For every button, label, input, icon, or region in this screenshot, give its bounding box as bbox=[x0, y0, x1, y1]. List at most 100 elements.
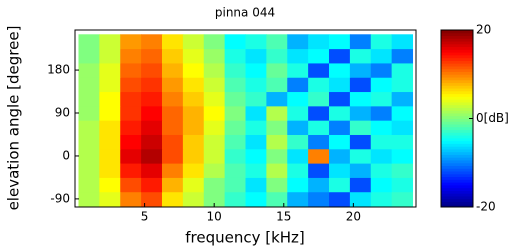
heatmap-cell bbox=[350, 63, 371, 78]
heatmap-cell bbox=[392, 34, 413, 49]
heatmap-cell bbox=[308, 177, 329, 192]
heatmap-cell bbox=[225, 120, 246, 135]
heatmap-cell bbox=[78, 92, 99, 107]
heatmap-cell bbox=[204, 163, 225, 178]
heatmap-cell bbox=[392, 49, 413, 64]
colorbar-tick-label: 20 bbox=[476, 23, 491, 37]
heatmap-cell bbox=[329, 49, 350, 64]
heatmap-cell bbox=[371, 77, 392, 92]
heatmap-cell bbox=[78, 34, 99, 49]
heatmap bbox=[78, 34, 413, 206]
heatmap-cell bbox=[287, 92, 308, 107]
heatmap-cell bbox=[141, 63, 162, 78]
heatmap-cell bbox=[371, 177, 392, 192]
heatmap-cell bbox=[183, 163, 204, 178]
x-tick-label: 10 bbox=[207, 210, 222, 224]
heatmap-cell bbox=[141, 92, 162, 107]
heatmap-cell bbox=[204, 92, 225, 107]
heatmap-cell bbox=[162, 177, 183, 192]
heatmap-cell bbox=[183, 106, 204, 121]
heatmap-cell bbox=[183, 134, 204, 149]
heatmap-cell bbox=[371, 63, 392, 78]
heatmap-cell bbox=[225, 177, 246, 192]
heatmap-cell bbox=[266, 149, 287, 164]
heatmap-cell bbox=[246, 106, 267, 121]
heatmap-cell bbox=[350, 92, 371, 107]
y-tick-label: 180 bbox=[47, 63, 70, 77]
heatmap-cell bbox=[204, 106, 225, 121]
heatmap-cell bbox=[183, 192, 204, 207]
y-axis-label: elevation angle [degree] bbox=[5, 26, 23, 211]
heatmap-cell bbox=[371, 92, 392, 107]
heatmap-cell bbox=[78, 106, 99, 121]
heatmap-cell bbox=[287, 192, 308, 207]
heatmap-cell bbox=[371, 192, 392, 207]
heatmap-cell bbox=[308, 49, 329, 64]
heatmap-cell bbox=[162, 106, 183, 121]
heatmap-cell bbox=[329, 92, 350, 107]
heatmap-cell bbox=[99, 106, 120, 121]
heatmap-cell bbox=[225, 149, 246, 164]
heatmap-cell bbox=[162, 77, 183, 92]
heatmap-cell bbox=[183, 77, 204, 92]
y-tick-label: -90 bbox=[50, 191, 70, 205]
heatmap-cell bbox=[183, 120, 204, 135]
heatmap-cell bbox=[329, 63, 350, 78]
heatmap-cell bbox=[120, 34, 141, 49]
colorbar-tick-label: 0[dB] bbox=[476, 111, 509, 125]
heatmap-cell bbox=[287, 49, 308, 64]
heatmap-cell bbox=[120, 134, 141, 149]
heatmap-cell bbox=[141, 163, 162, 178]
heatmap-cell bbox=[287, 106, 308, 121]
heatmap-cell bbox=[120, 63, 141, 78]
heatmap-cell bbox=[120, 177, 141, 192]
heatmap-cell bbox=[120, 49, 141, 64]
heatmap-cell bbox=[246, 134, 267, 149]
heatmap-cell bbox=[287, 34, 308, 49]
heatmap-cell bbox=[225, 34, 246, 49]
heatmap-cell bbox=[120, 106, 141, 121]
heatmap-cell bbox=[78, 192, 99, 207]
heatmap-cell bbox=[392, 63, 413, 78]
heatmap-cell bbox=[120, 163, 141, 178]
heatmap-cell bbox=[141, 149, 162, 164]
heatmap-cell bbox=[392, 77, 413, 92]
heatmap-cell bbox=[99, 92, 120, 107]
heatmap-cell bbox=[329, 34, 350, 49]
heatmap-cell bbox=[78, 120, 99, 135]
heatmap-cell bbox=[162, 34, 183, 49]
heatmap-cell bbox=[162, 63, 183, 78]
heatmap-cell bbox=[78, 63, 99, 78]
heatmap-cell bbox=[141, 177, 162, 192]
heatmap-cell bbox=[225, 63, 246, 78]
heatmap-cell bbox=[204, 120, 225, 135]
heatmap-cell bbox=[392, 134, 413, 149]
heatmap-cell bbox=[266, 49, 287, 64]
heatmap-cell bbox=[183, 177, 204, 192]
heatmap-cell bbox=[329, 77, 350, 92]
heatmap-cell bbox=[246, 177, 267, 192]
heatmap-cell bbox=[266, 134, 287, 149]
heatmap-cell bbox=[99, 149, 120, 164]
heatmap-cell bbox=[287, 163, 308, 178]
heatmap-cell bbox=[99, 77, 120, 92]
heatmap-cell bbox=[350, 77, 371, 92]
heatmap-cell bbox=[329, 149, 350, 164]
heatmap-cell bbox=[120, 192, 141, 207]
heatmap-cell bbox=[287, 134, 308, 149]
heatmap-cell bbox=[183, 63, 204, 78]
heatmap-cell bbox=[99, 49, 120, 64]
heatmap-cell bbox=[266, 120, 287, 135]
heatmap-cell bbox=[287, 63, 308, 78]
heatmap-cell bbox=[204, 177, 225, 192]
heatmap-cell bbox=[99, 134, 120, 149]
heatmap-cell bbox=[99, 63, 120, 78]
heatmap-cell bbox=[350, 134, 371, 149]
heatmap-cell bbox=[350, 106, 371, 121]
heatmap-cell bbox=[183, 149, 204, 164]
heatmap-cell bbox=[371, 106, 392, 121]
heatmap-cell bbox=[141, 34, 162, 49]
heatmap-cell bbox=[162, 134, 183, 149]
x-tick-label: 5 bbox=[141, 210, 149, 224]
heatmap-cell bbox=[204, 63, 225, 78]
